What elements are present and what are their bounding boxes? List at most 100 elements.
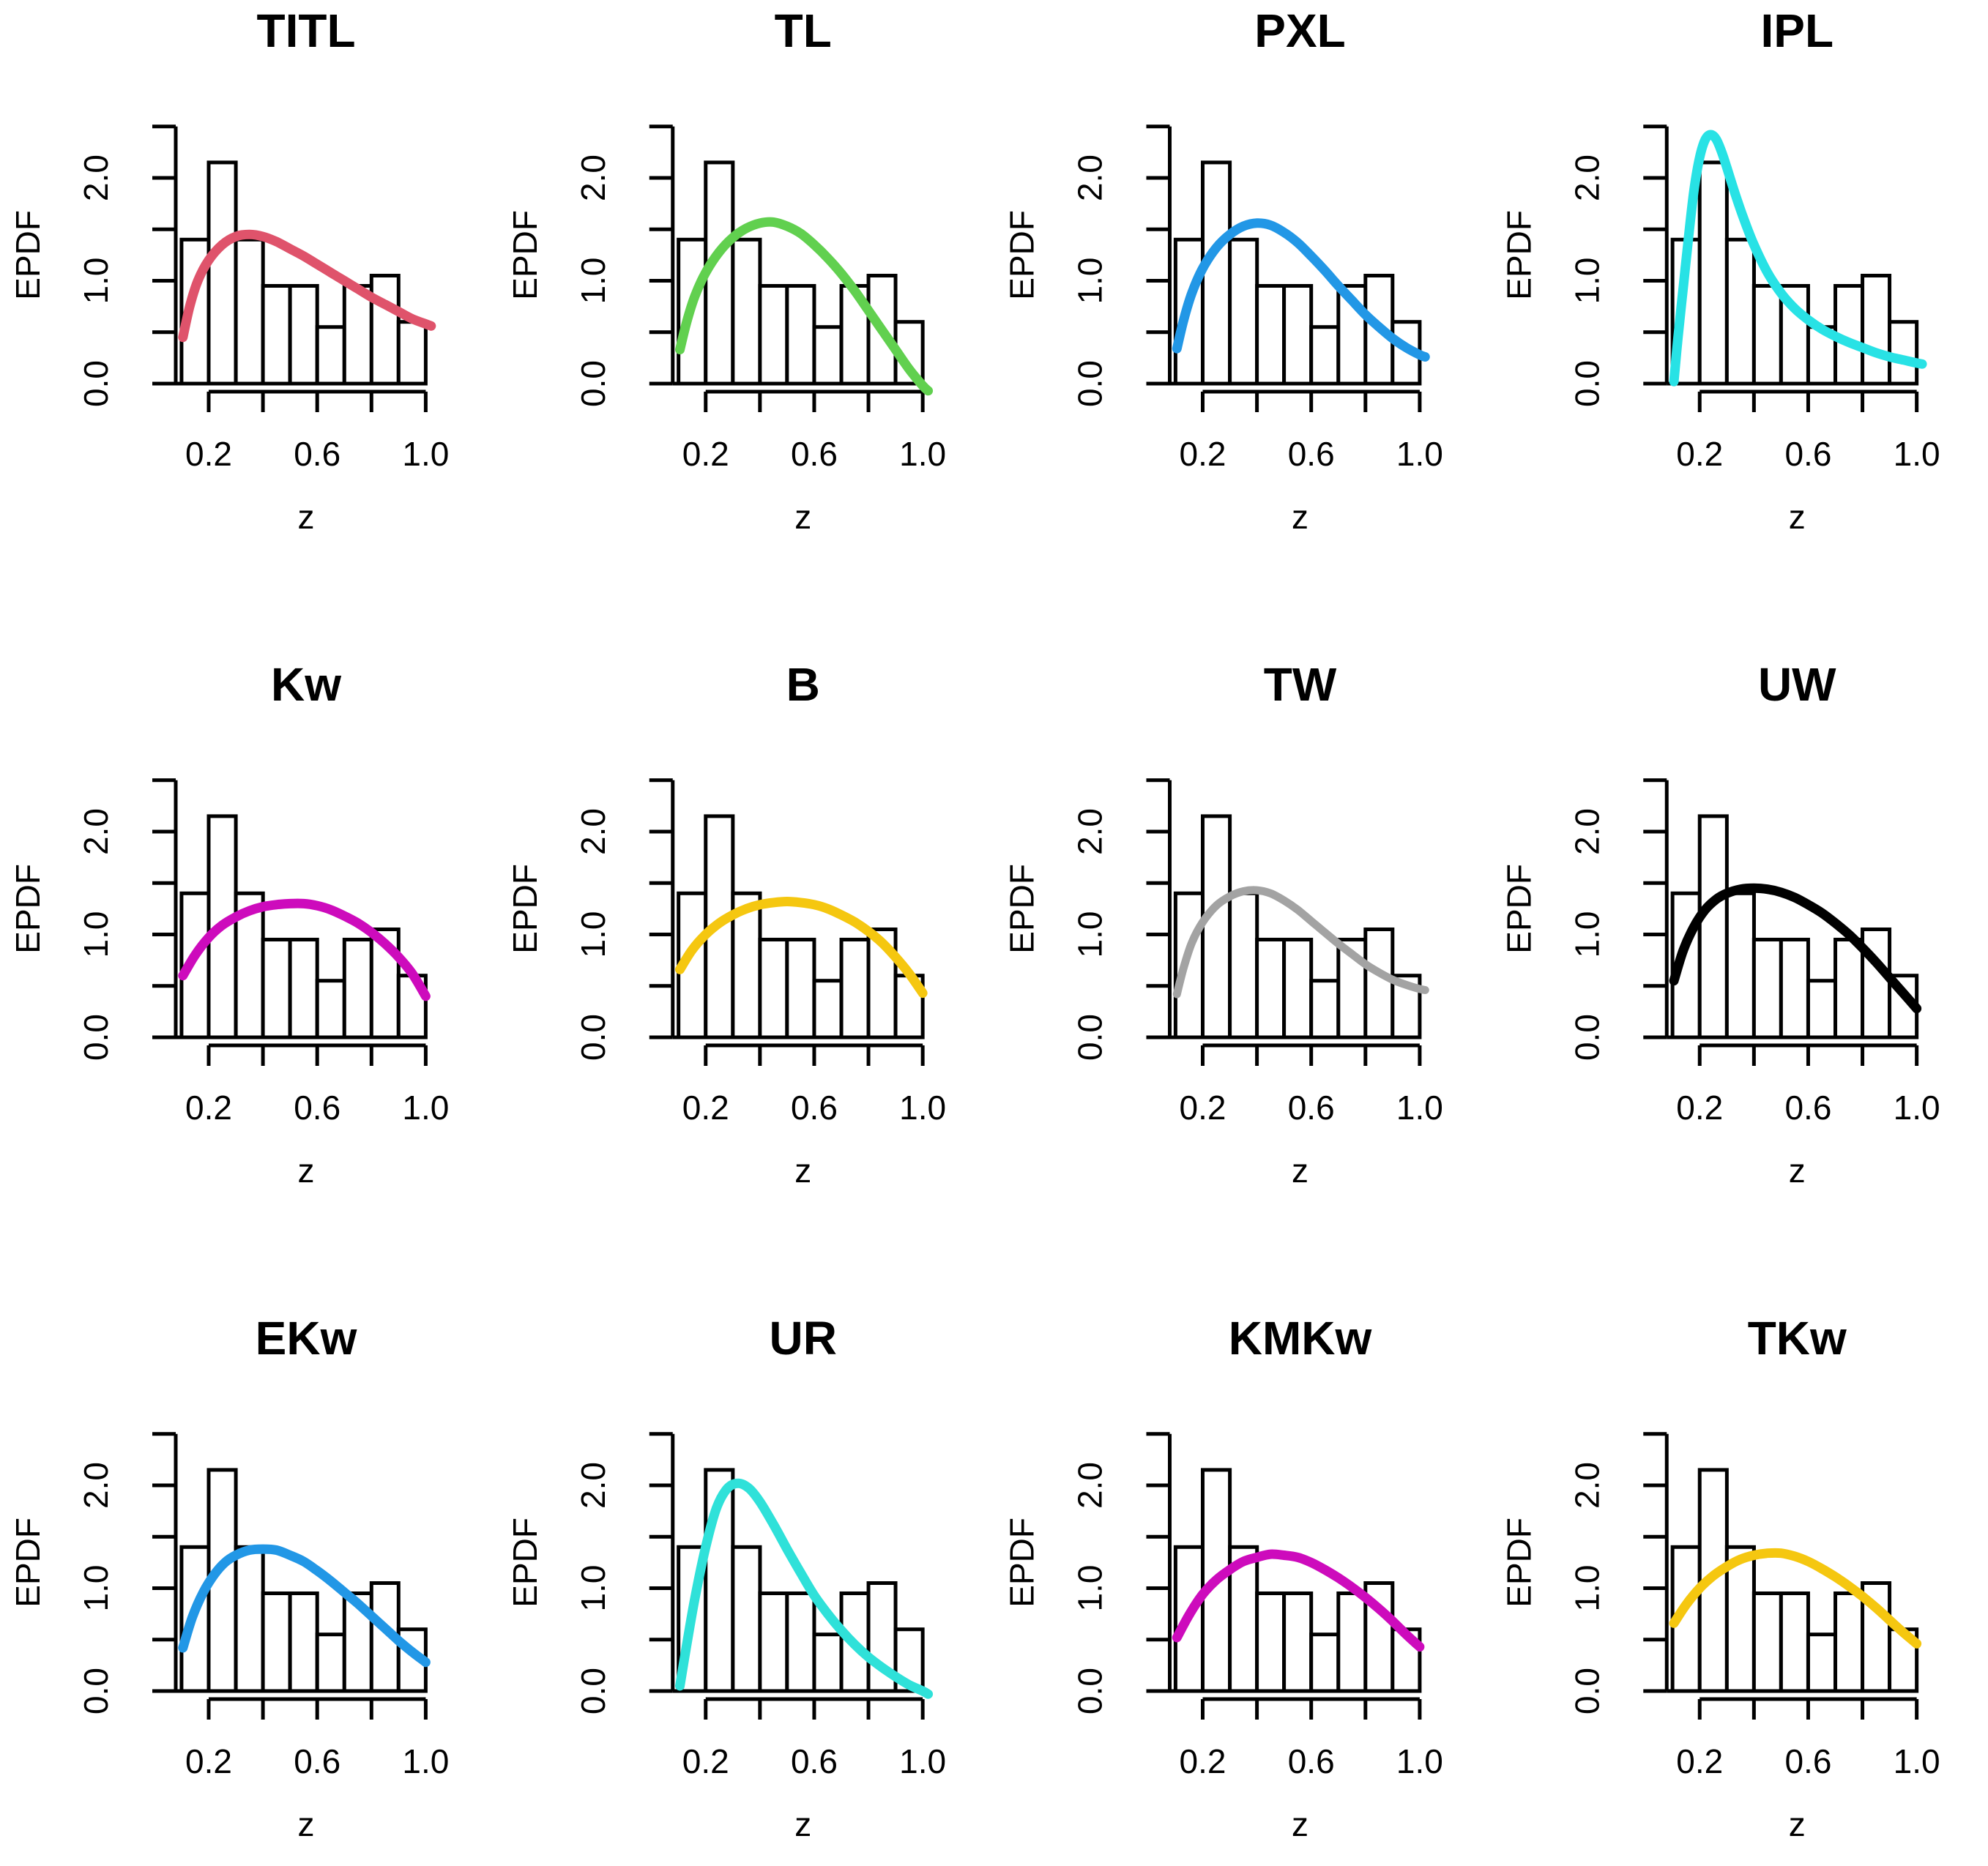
- y-tick-label: 2.0: [77, 808, 115, 855]
- x-tick-label: 0.2: [185, 1089, 232, 1127]
- histogram-bar: [731, 1545, 762, 1693]
- x-tick-label: 1.0: [1396, 1089, 1443, 1127]
- panel-title: TITL: [256, 4, 355, 57]
- y-tick-label: 0.0: [1071, 360, 1109, 407]
- y-tick-label: 1.0: [1568, 1565, 1606, 1612]
- histogram-bar: [1779, 938, 1810, 1040]
- panel-UW: UW 0.0 1.0 2.0 EPDF 0.2 0.6 1.0 z: [1500, 658, 1940, 1190]
- histogram-bar: [288, 284, 319, 386]
- histogram-bar: [396, 320, 428, 386]
- y-axis-title: EPDF: [1500, 1518, 1538, 1608]
- y-tick-label: 0.0: [1568, 1014, 1606, 1061]
- panel-TL: TL 0.0 1.0 2.0 EPDF 0.2 0.6 1.0 z: [506, 4, 946, 536]
- x-tick-label: 1.0: [402, 435, 449, 473]
- y-tick-label: 2.0: [77, 1462, 115, 1509]
- x-tick-label: 0.2: [185, 1742, 232, 1780]
- density-curve: [178, 229, 436, 343]
- density-curve: [1669, 130, 1927, 387]
- histogram-bar: [1173, 891, 1205, 1040]
- histogram-bar: [342, 284, 373, 386]
- histogram-bars: [1670, 1468, 1919, 1693]
- x-tick-label: 1.0: [899, 1742, 946, 1780]
- y-tick-label: 0.0: [1568, 1668, 1606, 1714]
- panel-B: B 0.0 1.0 2.0 EPDF 0.2 0.6 1.0 z: [506, 658, 946, 1190]
- panel-title: TKw: [1748, 1312, 1847, 1365]
- histogram-bar: [1363, 928, 1395, 1040]
- y-tick-label: 0.0: [574, 1014, 612, 1061]
- x-axis-title: z: [1789, 1152, 1806, 1190]
- x-tick-label: 0.6: [1784, 1742, 1831, 1780]
- y-tick-label: 0.0: [77, 360, 115, 407]
- histogram-bar: [1228, 891, 1259, 1040]
- y-tick-label: 0.0: [1071, 1014, 1109, 1061]
- x-tick-label: 1.0: [899, 435, 946, 473]
- y-tick-label: 1.0: [1071, 1565, 1109, 1612]
- y-tick-label: 2.0: [1568, 154, 1606, 201]
- histogram-bar: [758, 284, 789, 386]
- histogram-bar: [1697, 814, 1729, 1040]
- y-axis-title: EPDF: [1003, 864, 1041, 954]
- x-tick-label: 1.0: [1894, 1089, 1940, 1127]
- x-axis-title: z: [794, 498, 811, 536]
- y-tick-label: 0.0: [77, 1668, 115, 1714]
- histogram-bars: [1173, 814, 1422, 1040]
- y-tick-label: 0.0: [77, 1014, 115, 1061]
- histogram-bar: [261, 1591, 292, 1693]
- histogram-bar: [1282, 284, 1314, 386]
- histogram-bar: [1282, 938, 1314, 1040]
- y-tick-label: 1.0: [77, 911, 115, 958]
- histogram-bar: [1336, 1591, 1368, 1693]
- panel-title: TW: [1264, 658, 1337, 711]
- histogram-bar: [1833, 1591, 1865, 1693]
- panel-title: Kw: [271, 658, 341, 711]
- panel-title: PXL: [1254, 4, 1345, 57]
- x-tick-label: 0.6: [1288, 1089, 1335, 1127]
- y-tick-label: 1.0: [77, 1565, 115, 1612]
- density-curve: [675, 217, 934, 396]
- x-tick-label: 0.6: [1784, 435, 1831, 473]
- x-tick-label: 0.2: [1676, 1742, 1723, 1780]
- histogram-bar: [1697, 160, 1729, 386]
- histogram-bar: [234, 1545, 265, 1693]
- y-tick-label: 1.0: [1071, 911, 1109, 958]
- panel-UR: UR 0.0 1.0 2.0 EPDF 0.2 0.6 1.0 z: [506, 1312, 946, 1843]
- histogram-bar: [731, 237, 762, 386]
- x-tick-label: 0.6: [1288, 435, 1335, 473]
- y-tick-label: 2.0: [574, 154, 612, 201]
- density-curve: [1669, 1548, 1922, 1649]
- histogram-bar: [1282, 1591, 1314, 1693]
- x-axis-title: z: [1789, 1805, 1806, 1843]
- x-tick-label: 0.2: [682, 435, 729, 473]
- density-curve: [178, 898, 431, 1001]
- y-tick-label: 0.0: [1568, 360, 1606, 407]
- panel-PXL: PXL 0.0 1.0 2.0 EPDF 0.2 0.6 1.0 z: [1003, 4, 1443, 536]
- y-tick-label: 2.0: [574, 808, 612, 855]
- x-tick-label: 1.0: [1396, 435, 1443, 473]
- y-axis-title: EPDF: [1500, 864, 1538, 954]
- y-axis-title: EPDF: [506, 864, 544, 954]
- y-tick-label: 2.0: [1071, 154, 1109, 201]
- density-curve: [1669, 883, 1922, 1014]
- histogram-bar: [206, 160, 238, 386]
- histogram-bar: [1309, 325, 1341, 386]
- histogram-bar: [1255, 938, 1287, 1040]
- histogram-bar: [1751, 938, 1783, 1040]
- density-curve: [675, 1478, 934, 1699]
- y-tick-label: 1.0: [1071, 258, 1109, 305]
- x-axis-title: z: [298, 1152, 315, 1190]
- y-tick-label: 0.0: [574, 1668, 612, 1714]
- histogram-bar: [785, 284, 816, 386]
- histogram-bar: [1724, 237, 1756, 386]
- histogram-bar: [1751, 1591, 1783, 1693]
- y-axis-title: EPDF: [506, 1518, 544, 1608]
- x-axis-title: z: [1292, 1805, 1308, 1843]
- histogram-bar: [1309, 979, 1341, 1040]
- x-tick-label: 1.0: [1894, 435, 1940, 473]
- panel-title: KMKw: [1229, 1312, 1372, 1365]
- histogram-bars: [1670, 160, 1919, 386]
- x-tick-label: 0.6: [1784, 1089, 1831, 1127]
- x-tick-label: 0.6: [294, 1089, 340, 1127]
- x-tick-label: 1.0: [1894, 1742, 1940, 1780]
- histogram-bar: [812, 1632, 844, 1693]
